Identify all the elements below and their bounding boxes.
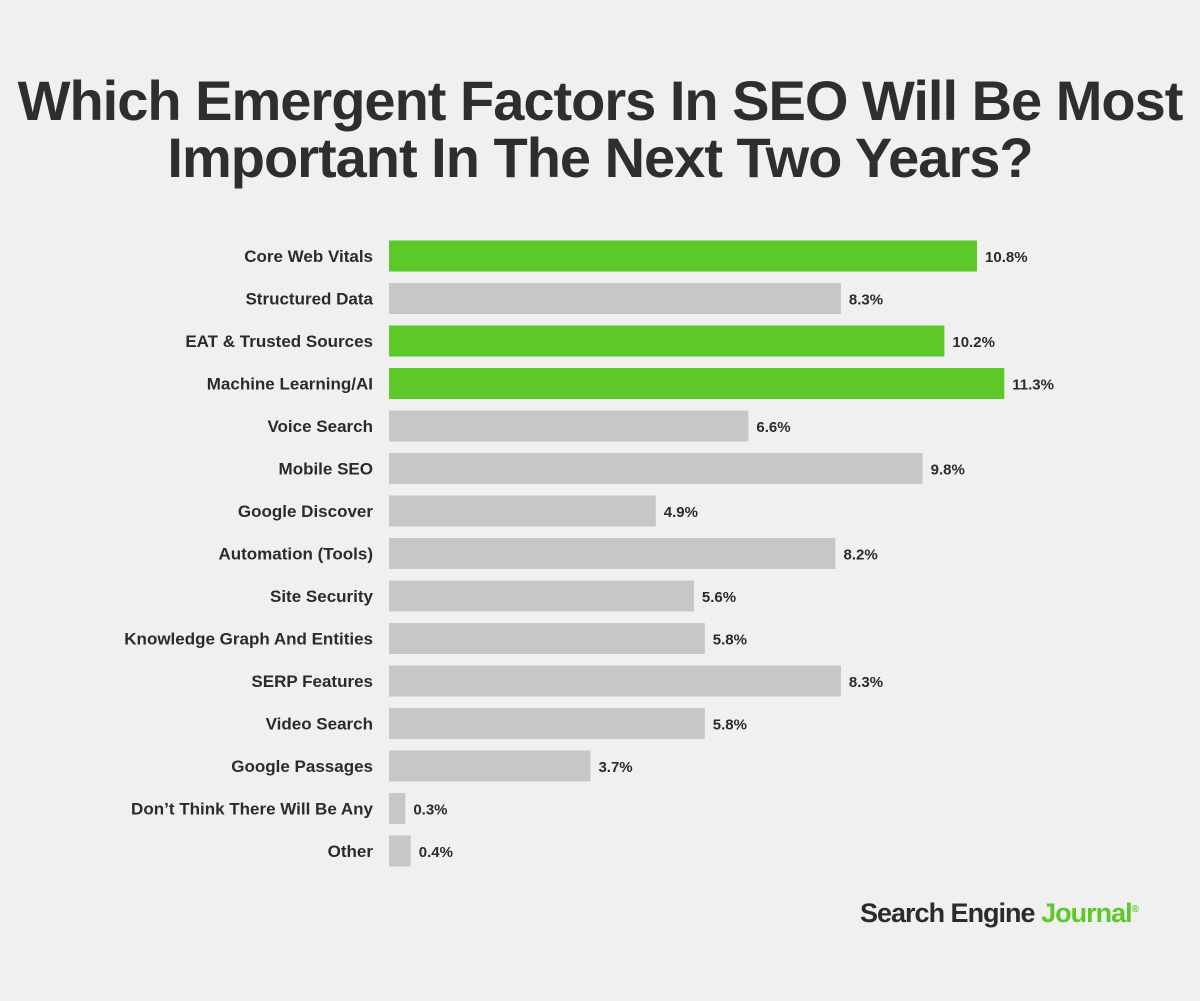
bar: [389, 708, 705, 739]
category-label: EAT & Trusted Sources: [185, 332, 373, 351]
chart-title: Which Emergent Factors In SEO Will Be Mo…: [17, 69, 1184, 189]
data-label: 5.8%: [713, 717, 747, 734]
bar: [389, 453, 923, 484]
bar: [389, 580, 694, 612]
category-label: Google Discover: [238, 502, 373, 521]
data-label: 10.2%: [952, 334, 995, 351]
category-label: Site Security: [270, 587, 374, 606]
data-label: 4.9%: [664, 504, 698, 521]
bar: [389, 495, 656, 527]
category-label: Mobile SEO: [279, 460, 373, 479]
bar: [389, 623, 705, 654]
data-label: 3.7%: [598, 759, 632, 776]
category-label: SERP Features: [251, 672, 373, 691]
bar: [389, 368, 1005, 399]
data-label: 9.8%: [931, 462, 965, 479]
data-label: 8.2%: [843, 547, 877, 564]
data-label: 8.3%: [849, 674, 883, 691]
category-label: Machine Learning/AI: [207, 375, 373, 394]
data-label: 6.6%: [756, 419, 790, 436]
bar: [389, 835, 411, 867]
category-label: Automation (Tools): [218, 545, 373, 564]
category-label: Other: [328, 842, 374, 861]
bar: [389, 240, 978, 272]
logo-text-accent: Journal: [1041, 898, 1133, 928]
category-label: Structured Data: [245, 290, 373, 309]
category-label: Video Search: [266, 715, 373, 734]
data-label: 5.8%: [713, 632, 747, 649]
bar: [389, 325, 945, 357]
bar: [389, 665, 841, 697]
data-label: 11.3%: [1012, 377, 1054, 394]
logo-text: Search Engine: [860, 898, 1036, 928]
category-label: Voice Search: [267, 417, 373, 436]
bar: [389, 283, 841, 314]
data-label: 5.6%: [702, 589, 736, 606]
bar: [389, 538, 836, 569]
category-label: Don’t Think There Will Be Any: [131, 800, 373, 819]
category-label: Knowledge Graph And Entities: [124, 630, 373, 649]
bar: [389, 750, 591, 782]
data-label: 0.3%: [413, 802, 447, 819]
registered-mark: ®: [1131, 904, 1139, 915]
bar: [389, 410, 749, 442]
data-label: 8.3%: [849, 292, 883, 309]
data-label: 10.8%: [985, 249, 1028, 266]
bar: [389, 793, 406, 824]
category-label: Google Passages: [231, 757, 373, 776]
data-label: 0.4%: [419, 844, 453, 861]
category-label: Core Web Vitals: [244, 247, 373, 266]
search-engine-journal-logo: Search Engine Journal®: [860, 898, 1139, 929]
